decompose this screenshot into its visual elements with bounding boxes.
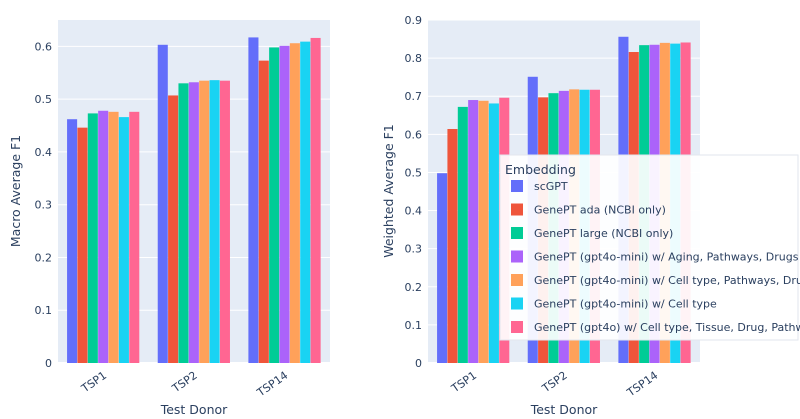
legend-swatch[interactable]: [511, 227, 523, 239]
y-axis-title-weighted-f1: Weighted Average F1: [381, 124, 396, 258]
y-tick-label: 0.8: [405, 52, 423, 65]
y-tick-label: 0.6: [405, 128, 423, 141]
x-axis-title-weighted-f1: Test Donor: [530, 402, 598, 417]
y-tick-label: 0.9: [405, 14, 423, 27]
bar[interactable]: [118, 117, 129, 363]
bar[interactable]: [468, 100, 479, 364]
bar[interactable]: [279, 45, 290, 363]
bar[interactable]: [300, 41, 311, 364]
legend-item-label[interactable]: scGPT: [534, 180, 568, 193]
legend-item-label[interactable]: GenePT (gpt4o) w/ Cell type, Tissue, Dru…: [534, 321, 800, 334]
bar[interactable]: [248, 37, 259, 363]
legend-item-label[interactable]: GenePT (gpt4o-mini) w/ Cell type, Pathwa…: [534, 274, 800, 287]
y-tick-label: 0.7: [405, 90, 423, 103]
y-tick-label: 0.5: [405, 166, 423, 179]
legend-item-label[interactable]: GenePT large (NCBI only): [534, 227, 673, 240]
bar[interactable]: [188, 82, 199, 363]
y-ticks-macro-f1: 0 0.1 0.2 0.3 0.4 0.5 0.6: [35, 40, 53, 370]
bar[interactable]: [258, 60, 269, 363]
x-ticks-weighted-f1: TSP1 TSP2 TSP14: [448, 369, 660, 400]
bar[interactable]: [168, 95, 179, 364]
y-axis-title-macro-f1: Macro Average F1: [8, 135, 23, 247]
y-tick-label: 0.2: [405, 281, 423, 294]
y-tick-label: 0.1: [405, 319, 423, 332]
y-tick-label: 0.3: [35, 199, 53, 212]
bar[interactable]: [310, 37, 321, 364]
y-tick-label: 0.3: [405, 243, 423, 256]
bar[interactable]: [77, 127, 88, 363]
legend-items[interactable]: scGPT GenePT ada (NCBI only) GenePT large …: [511, 180, 800, 334]
y-tick-label: 0: [415, 357, 422, 370]
legend-swatch[interactable]: [511, 203, 523, 216]
legend-swatch[interactable]: [511, 180, 523, 192]
legend-swatch[interactable]: [511, 274, 523, 286]
bar[interactable]: [269, 47, 280, 363]
bar[interactable]: [178, 83, 189, 364]
bar[interactable]: [488, 103, 499, 364]
bar[interactable]: [199, 80, 210, 363]
bar[interactable]: [98, 110, 109, 363]
legend-box: [499, 154, 799, 341]
y-tick-label: 0.6: [35, 40, 53, 53]
chart-macro-f1: 0 0.1 0.2 0.3 0.4 0.5 0.6 TSP1 TSP2 TSP14 Test D…: [8, 20, 330, 417]
y-tick-label: 0.4: [405, 205, 423, 218]
bar[interactable]: [157, 44, 168, 363]
x-tick-label: TSP14: [624, 369, 660, 400]
bar[interactable]: [219, 80, 230, 363]
bar[interactable]: [437, 173, 448, 363]
x-tick-label: TSP1: [78, 369, 109, 396]
x-tick-label: TSP2: [169, 369, 200, 396]
x-ticks-macro-f1: TSP1 TSP2 TSP14: [78, 369, 290, 400]
legend-item-label[interactable]: GenePT (gpt4o-mini) w/ Aging, Pathways, …: [534, 251, 799, 264]
x-axis-title-macro-f1: Test Donor: [160, 402, 228, 417]
legend-swatch[interactable]: [511, 321, 523, 333]
bar[interactable]: [478, 100, 489, 363]
bars-macro-f1: [67, 37, 321, 364]
bar[interactable]: [108, 111, 119, 364]
bar[interactable]: [67, 119, 78, 364]
legend-swatch[interactable]: [511, 297, 523, 310]
y-ticks-weighted-f1: 0 0.1 0.2 0.3 0.4 0.5 0.6 0.7 0.8 0.9: [405, 14, 423, 370]
y-tick-label: 0.2: [35, 251, 53, 264]
y-tick-label: 0.5: [35, 93, 53, 106]
x-tick-label: TSP14: [254, 369, 290, 400]
y-tick-label: 0.1: [35, 304, 53, 317]
bar[interactable]: [87, 113, 98, 363]
legend[interactable]: Embedding scGPT GenePT ada (NCBI only) Gen…: [499, 154, 800, 341]
legend-title: Embedding: [505, 162, 576, 177]
x-tick-label: TSP2: [539, 369, 570, 396]
y-tick-label: 0: [45, 357, 52, 370]
bar[interactable]: [129, 111, 140, 364]
x-tick-label: TSP1: [448, 369, 479, 396]
legend-swatch[interactable]: [511, 250, 523, 263]
bar[interactable]: [209, 80, 220, 363]
legend-item-label[interactable]: GenePT (gpt4o-mini) w/ Cell type: [534, 298, 717, 311]
bar[interactable]: [289, 43, 300, 364]
bar[interactable]: [457, 106, 468, 363]
bar[interactable]: [447, 128, 458, 363]
y-tick-label: 0.4: [35, 146, 53, 159]
legend-item-label[interactable]: GenePT ada (NCBI only): [534, 204, 666, 217]
